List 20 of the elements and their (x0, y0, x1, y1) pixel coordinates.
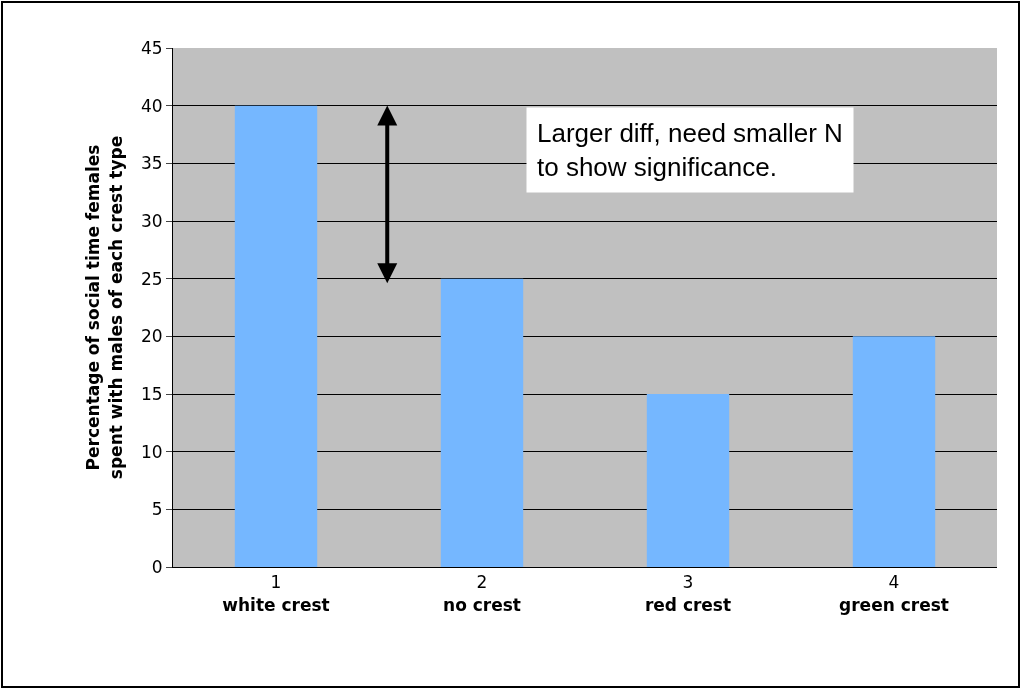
y-tick-label: 40 (140, 95, 163, 116)
y-tick-label: 35 (140, 153, 163, 174)
y-tick-label: 15 (140, 383, 163, 404)
y-tick-label: 10 (140, 441, 163, 462)
x-tick-label: 4 green crest (839, 572, 949, 615)
x-tick-label: 3 red crest (644, 572, 732, 615)
y-tick-label: 5 (151, 499, 163, 520)
y-tick-label: 25 (140, 268, 163, 289)
y-tick-label: 45 (140, 37, 163, 58)
y-tick-label: 30 (140, 210, 163, 231)
bar (234, 105, 318, 567)
x-tick-label: 2 no crest (443, 572, 521, 615)
bar (646, 394, 730, 567)
y-axis-title: Percentage of social time females spent with males of each crest type (83, 135, 126, 480)
y-tick-label: 20 (140, 326, 163, 347)
annotation: Larger diff, need smaller N to show significance. (537, 118, 843, 182)
bar (440, 278, 524, 567)
y-tick-label: 0 (151, 556, 163, 577)
x-tick-label: 1 white crest (222, 572, 330, 615)
bar (852, 336, 936, 567)
